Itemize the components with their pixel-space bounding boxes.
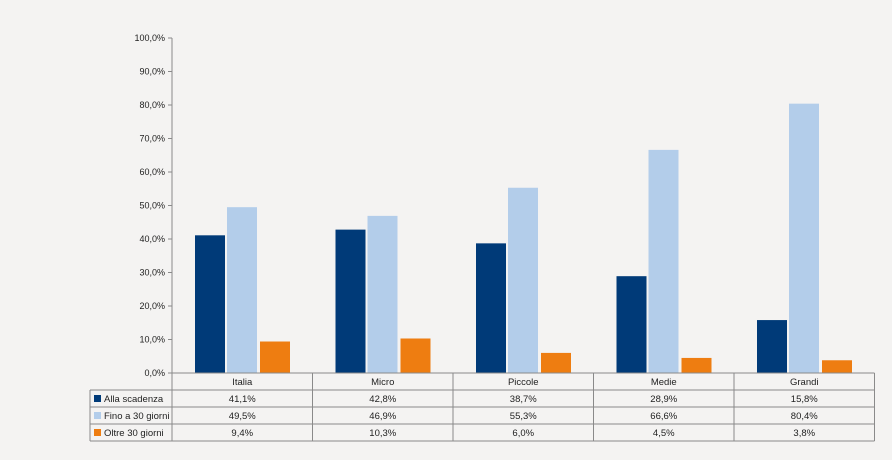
- data-value-label: 10,3%: [369, 428, 396, 439]
- bar-alla-scadenza: [616, 276, 647, 373]
- bar-oltre-30-giorni: [541, 352, 571, 373]
- bar-fino-a-30-giorni: [227, 207, 257, 373]
- data-value-label: 3,8%: [793, 428, 815, 439]
- bar-alla-scadenza: [757, 320, 787, 373]
- y-tick-label: 30,0%: [139, 268, 165, 278]
- legend-label: Oltre 30 giorni: [104, 428, 164, 439]
- bar-oltre-30-giorni: [822, 360, 852, 373]
- y-tick-label: 0,0%: [144, 368, 165, 378]
- data-value-label: 4,5%: [653, 428, 675, 439]
- bar-fino-a-30-giorni: [367, 215, 398, 373]
- legend-key: [94, 395, 101, 402]
- category-label: Piccole: [508, 377, 539, 388]
- bar-oltre-30-giorni: [260, 341, 290, 373]
- y-tick-label: 20,0%: [139, 301, 165, 311]
- y-tick-label: 80,0%: [139, 100, 165, 110]
- data-value-label: 6,0%: [512, 428, 534, 439]
- y-tick-label: 40,0%: [139, 234, 165, 244]
- data-value-label: 49,5%: [229, 411, 256, 422]
- data-value-label: 41,1%: [229, 394, 256, 405]
- category-label: Grandi: [790, 377, 819, 388]
- data-value-label: 42,8%: [369, 394, 396, 405]
- data-value-label: 66,6%: [650, 411, 677, 422]
- bar-fino-a-30-giorni: [508, 187, 538, 373]
- category-label: Medie: [651, 377, 677, 388]
- data-value-label: 80,4%: [791, 411, 818, 422]
- bar-fino-a-30-giorni: [789, 103, 819, 373]
- data-value-label: 15,8%: [791, 394, 818, 405]
- bar-oltre-30-giorni: [681, 357, 712, 373]
- bar-oltre-30-giorni: [400, 338, 431, 373]
- legend-key: [94, 429, 101, 436]
- data-value-label: 55,3%: [510, 411, 537, 422]
- y-tick-label: 60,0%: [139, 167, 165, 177]
- bar-alla-scadenza: [476, 243, 506, 373]
- data-value-label: 9,4%: [231, 428, 253, 439]
- data-value-label: 46,9%: [369, 411, 396, 422]
- legend-label: Fino a 30 giorni: [104, 411, 169, 422]
- legend-label: Alla scadenza: [104, 394, 164, 405]
- data-value-label: 28,9%: [650, 394, 677, 405]
- y-tick-label: 90,0%: [139, 67, 165, 77]
- category-label: Micro: [371, 377, 394, 388]
- y-tick-label: 70,0%: [139, 134, 165, 144]
- legend-key: [94, 412, 101, 419]
- data-value-label: 38,7%: [510, 394, 537, 405]
- category-label: Italia: [232, 377, 253, 388]
- bar-alla-scadenza: [335, 229, 366, 373]
- y-tick-label: 100,0%: [134, 33, 165, 43]
- y-tick-label: 50,0%: [139, 201, 165, 211]
- bar-fino-a-30-giorni: [648, 149, 679, 373]
- y-tick-label: 10,0%: [139, 335, 165, 345]
- bar-alla-scadenza: [195, 235, 225, 373]
